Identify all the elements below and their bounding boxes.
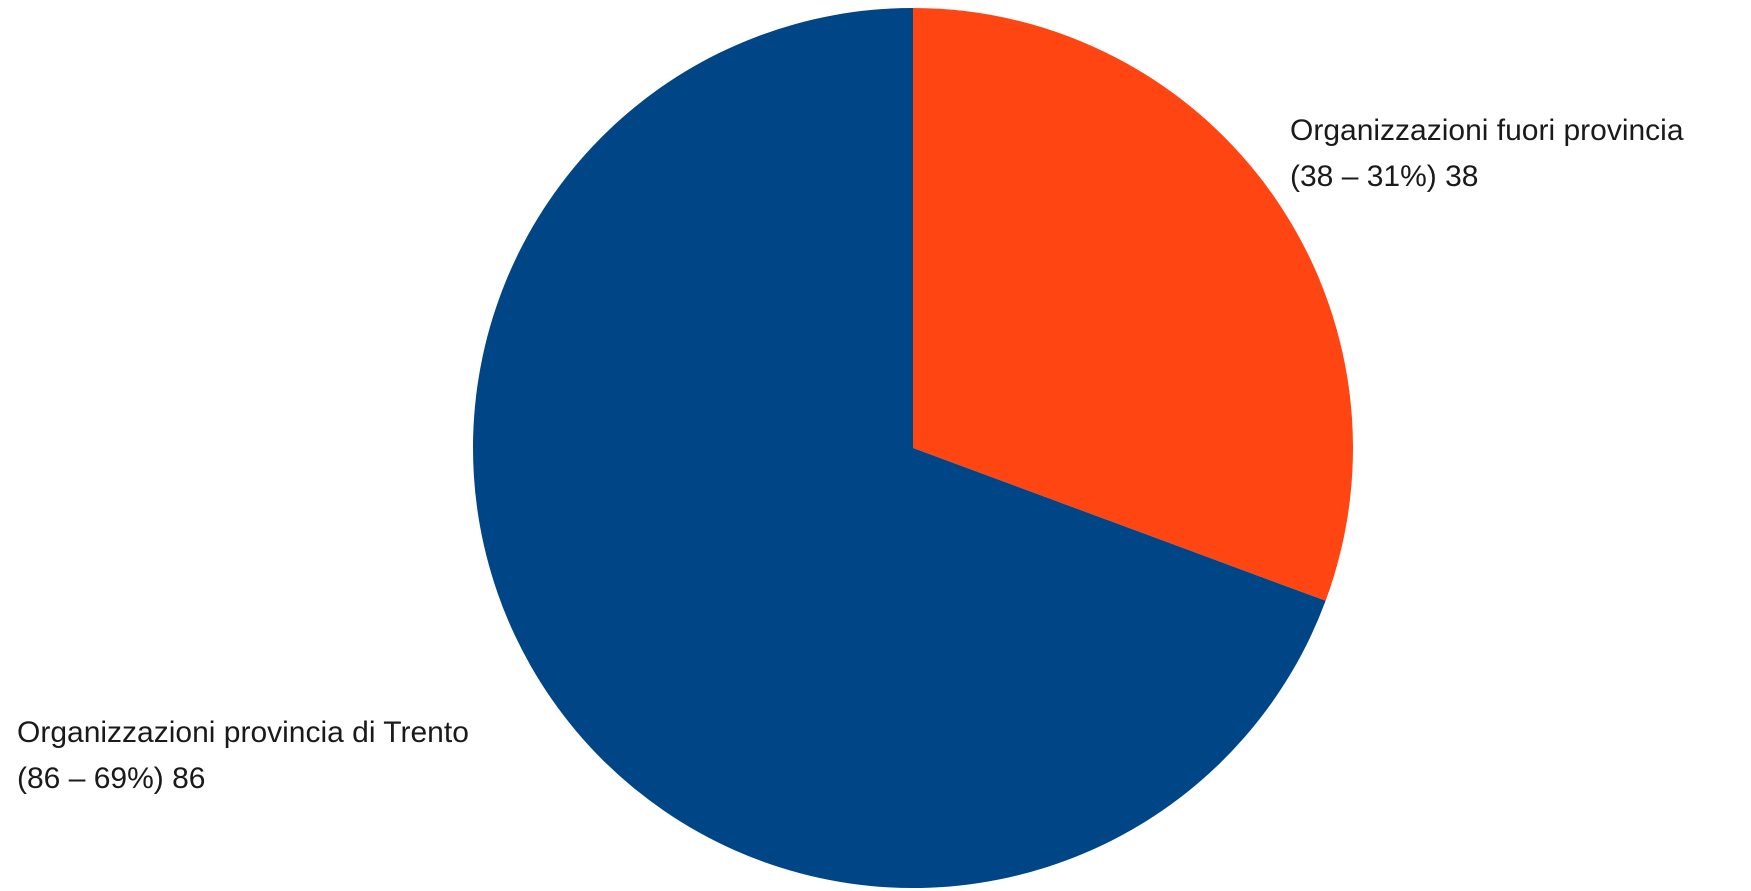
pie-labels: Organizzazioni fuori provincia (38 – 31%… bbox=[17, 114, 1692, 795]
slice-label-detail: (86 – 69%) 86 bbox=[17, 762, 205, 795]
slice-label-fuori-provincia: Organizzazioni fuori provincia (38 – 31%… bbox=[1290, 114, 1692, 193]
slice-label-name: Organizzazioni provincia di Trento bbox=[17, 716, 469, 749]
slice-label-provincia-trento: Organizzazioni provincia di Trento (86 –… bbox=[17, 716, 477, 795]
pie-slices bbox=[472, 8, 1353, 888]
slice-label-detail: (38 – 31%) 38 bbox=[1290, 160, 1478, 193]
pie-slice-organizzazioni-fuori-provincia bbox=[913, 8, 1353, 601]
pie-slice-organizzazioni-provincia-di-trento bbox=[472, 8, 1326, 888]
slice-label-name: Organizzazioni fuori provincia bbox=[1290, 114, 1684, 147]
